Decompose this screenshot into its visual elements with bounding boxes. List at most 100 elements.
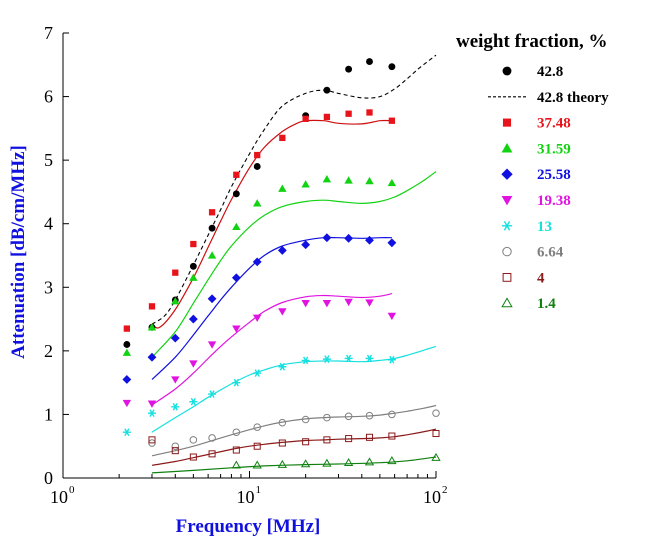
legend-item-31-59: 31.59: [501, 141, 571, 157]
data-point: [432, 429, 440, 438]
data-point: [278, 418, 287, 427]
data-point: [388, 117, 396, 124]
legend-swatch: [502, 118, 512, 127]
data-point: [147, 323, 157, 331]
data-point: [323, 86, 331, 94]
data-point: [278, 439, 286, 447]
data-point: [208, 434, 216, 442]
legend-label: 4: [537, 270, 545, 286]
data-point: [147, 409, 156, 417]
curve-4-theory: [151, 428, 437, 466]
data-point: [171, 442, 180, 450]
data-point: [148, 436, 156, 444]
data-point: [171, 376, 180, 384]
data-point: [207, 251, 217, 259]
data-point: [254, 151, 261, 159]
x-tick-label: 10: [50, 487, 68, 507]
data-point: [208, 209, 216, 216]
data-point: [322, 300, 332, 308]
curve-1-4-theory: [151, 456, 437, 474]
curve-19-38-theory: [151, 293, 393, 406]
data-point: [345, 435, 353, 443]
data-point: [365, 354, 374, 363]
data-point: [122, 348, 132, 356]
data-point: [207, 294, 217, 304]
data-point: [231, 460, 241, 469]
series-13: [122, 354, 396, 437]
data-point: [300, 459, 311, 468]
data-point: [122, 399, 132, 408]
legend-item-42-8-theory: 42.8 theory: [488, 90, 609, 106]
data-point: [189, 436, 198, 444]
x-tick-exponent: 0: [69, 484, 75, 496]
y-tick-label: 1: [44, 404, 53, 424]
data-point: [189, 273, 198, 281]
data-point: [171, 447, 179, 455]
data-point: [189, 360, 198, 368]
legend-swatch: [502, 273, 512, 282]
data-point: [278, 362, 287, 371]
y-tick-label: 6: [44, 87, 53, 107]
legend-label: 42.8: [537, 64, 563, 80]
y-tick-label: 2: [44, 341, 53, 361]
x-tick-label: 10: [237, 487, 255, 507]
series-19-38: [122, 298, 397, 408]
series-6-64: [148, 409, 440, 450]
series-42-8: [123, 58, 396, 348]
data-point: [301, 300, 310, 308]
data-point: [123, 325, 131, 332]
legend-swatch: [502, 66, 512, 76]
data-point: [301, 180, 310, 188]
data-point: [232, 190, 240, 198]
data-point: [171, 297, 180, 305]
data-point: [387, 355, 396, 364]
x-tick-label: 10: [423, 487, 441, 507]
series-4: [148, 429, 440, 461]
data-point: [301, 240, 311, 250]
data-point: [189, 453, 197, 461]
data-point: [253, 314, 262, 322]
data-point: [278, 184, 287, 192]
data-point: [344, 233, 354, 243]
legend-swatch: [501, 143, 513, 153]
data-point: [277, 459, 287, 468]
curve-42-8-theory: [151, 54, 437, 325]
data-point: [232, 428, 241, 437]
data-point: [345, 110, 352, 117]
data-point: [170, 333, 180, 343]
data-point: [365, 433, 374, 441]
legend-swatch: [501, 297, 513, 308]
data-point: [431, 452, 441, 461]
data-point: [387, 178, 397, 187]
legend-item-4: 4: [502, 270, 545, 286]
data-point: [388, 410, 396, 419]
curve-13-theory: [151, 345, 437, 433]
x-tick-exponent: 1: [256, 484, 262, 496]
data-point: [302, 115, 309, 122]
data-point: [207, 341, 217, 349]
x-tick-exponent: 2: [442, 484, 448, 496]
legend-label: 19.38: [537, 193, 571, 209]
legend-item-42-8: 42.8: [502, 64, 563, 80]
data-point: [122, 428, 131, 437]
legend-item-6-64: 6.64: [502, 245, 564, 261]
y-tick-label: 7: [44, 23, 53, 43]
data-point: [147, 400, 157, 408]
legend-label: 25.58: [537, 167, 571, 183]
legend-item-1-4: 1.4: [501, 296, 556, 312]
legend-label: 1.4: [537, 296, 556, 312]
legend-label: 6.64: [537, 245, 564, 261]
data-point: [323, 436, 331, 444]
data-point: [344, 298, 353, 307]
data-point: [208, 390, 217, 398]
data-point: [322, 355, 331, 363]
legend-label: 37.48: [537, 116, 571, 132]
data-point: [301, 415, 310, 424]
data-point: [302, 438, 310, 446]
data-point: [322, 233, 332, 243]
series-31-59: [122, 175, 397, 356]
legend-swatch: [501, 168, 513, 180]
data-point: [323, 113, 331, 121]
